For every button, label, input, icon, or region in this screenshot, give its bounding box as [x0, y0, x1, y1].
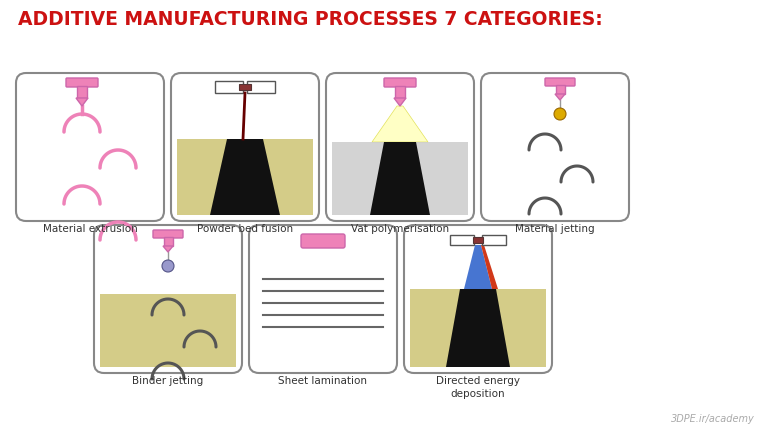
Text: Material jetting: Material jetting — [515, 224, 594, 234]
FancyBboxPatch shape — [249, 225, 397, 373]
Text: Powder bed fusion: Powder bed fusion — [197, 224, 293, 234]
Bar — [473, 237, 483, 243]
Bar — [215, 81, 243, 93]
Polygon shape — [370, 142, 430, 215]
FancyBboxPatch shape — [404, 225, 552, 373]
Text: ADDITIVE MANUFACTURING PROCESSES 7 CATEGORIES:: ADDITIVE MANUFACTURING PROCESSES 7 CATEG… — [18, 10, 603, 29]
Polygon shape — [76, 98, 88, 106]
Text: Binder jetting: Binder jetting — [132, 376, 204, 386]
FancyBboxPatch shape — [481, 73, 629, 221]
FancyBboxPatch shape — [301, 234, 345, 248]
Text: 3DPE.ir/academy: 3DPE.ir/academy — [671, 414, 755, 424]
FancyBboxPatch shape — [94, 225, 242, 373]
Polygon shape — [481, 245, 498, 289]
Bar — [395, 86, 405, 98]
FancyBboxPatch shape — [66, 78, 98, 87]
Polygon shape — [555, 94, 565, 100]
Bar — [482, 235, 506, 245]
Polygon shape — [372, 106, 428, 142]
Polygon shape — [163, 246, 173, 252]
FancyBboxPatch shape — [153, 230, 183, 238]
Text: Material extrusion: Material extrusion — [43, 224, 137, 234]
Bar — [164, 237, 173, 246]
FancyBboxPatch shape — [16, 73, 164, 221]
Bar — [77, 86, 87, 98]
Polygon shape — [210, 139, 280, 215]
FancyBboxPatch shape — [545, 78, 575, 86]
Bar — [450, 235, 474, 245]
Polygon shape — [464, 245, 492, 289]
Bar — [177, 139, 313, 215]
FancyBboxPatch shape — [384, 78, 416, 87]
Bar — [410, 289, 546, 367]
FancyBboxPatch shape — [326, 73, 474, 221]
Bar — [247, 81, 275, 93]
Polygon shape — [394, 98, 406, 106]
Polygon shape — [446, 289, 510, 367]
Text: Directed energy
deposition: Directed energy deposition — [436, 376, 520, 399]
Circle shape — [162, 260, 174, 272]
Text: Vat polymerisation: Vat polymerisation — [351, 224, 449, 234]
Bar — [332, 142, 468, 215]
Bar — [555, 85, 564, 94]
Circle shape — [554, 108, 566, 120]
Bar — [239, 84, 251, 90]
Bar — [100, 294, 236, 367]
FancyBboxPatch shape — [171, 73, 319, 221]
Text: Sheet lamination: Sheet lamination — [279, 376, 368, 386]
